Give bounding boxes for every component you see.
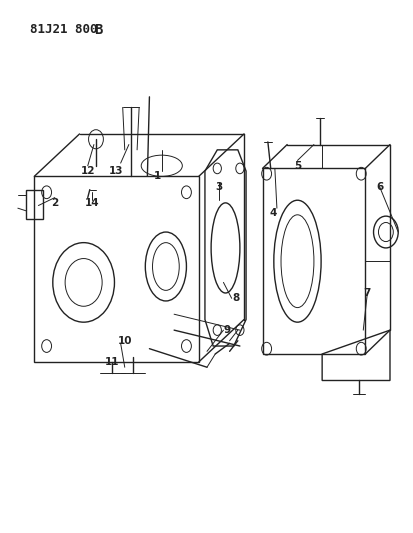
Text: 14: 14: [84, 198, 99, 208]
Text: 9: 9: [223, 325, 230, 335]
Text: 12: 12: [80, 166, 95, 176]
Text: 6: 6: [375, 182, 382, 192]
Text: 8: 8: [232, 293, 239, 303]
Text: B: B: [94, 22, 102, 37]
Text: 7: 7: [363, 288, 370, 298]
Text: 2: 2: [51, 198, 58, 208]
Text: 10: 10: [117, 336, 132, 346]
Text: 4: 4: [268, 208, 276, 219]
Text: 11: 11: [105, 357, 119, 367]
Text: 5: 5: [293, 161, 300, 171]
Text: 1: 1: [154, 172, 161, 181]
Text: 81J21 800: 81J21 800: [30, 22, 97, 36]
Text: 13: 13: [109, 166, 123, 176]
Text: 3: 3: [215, 182, 223, 192]
